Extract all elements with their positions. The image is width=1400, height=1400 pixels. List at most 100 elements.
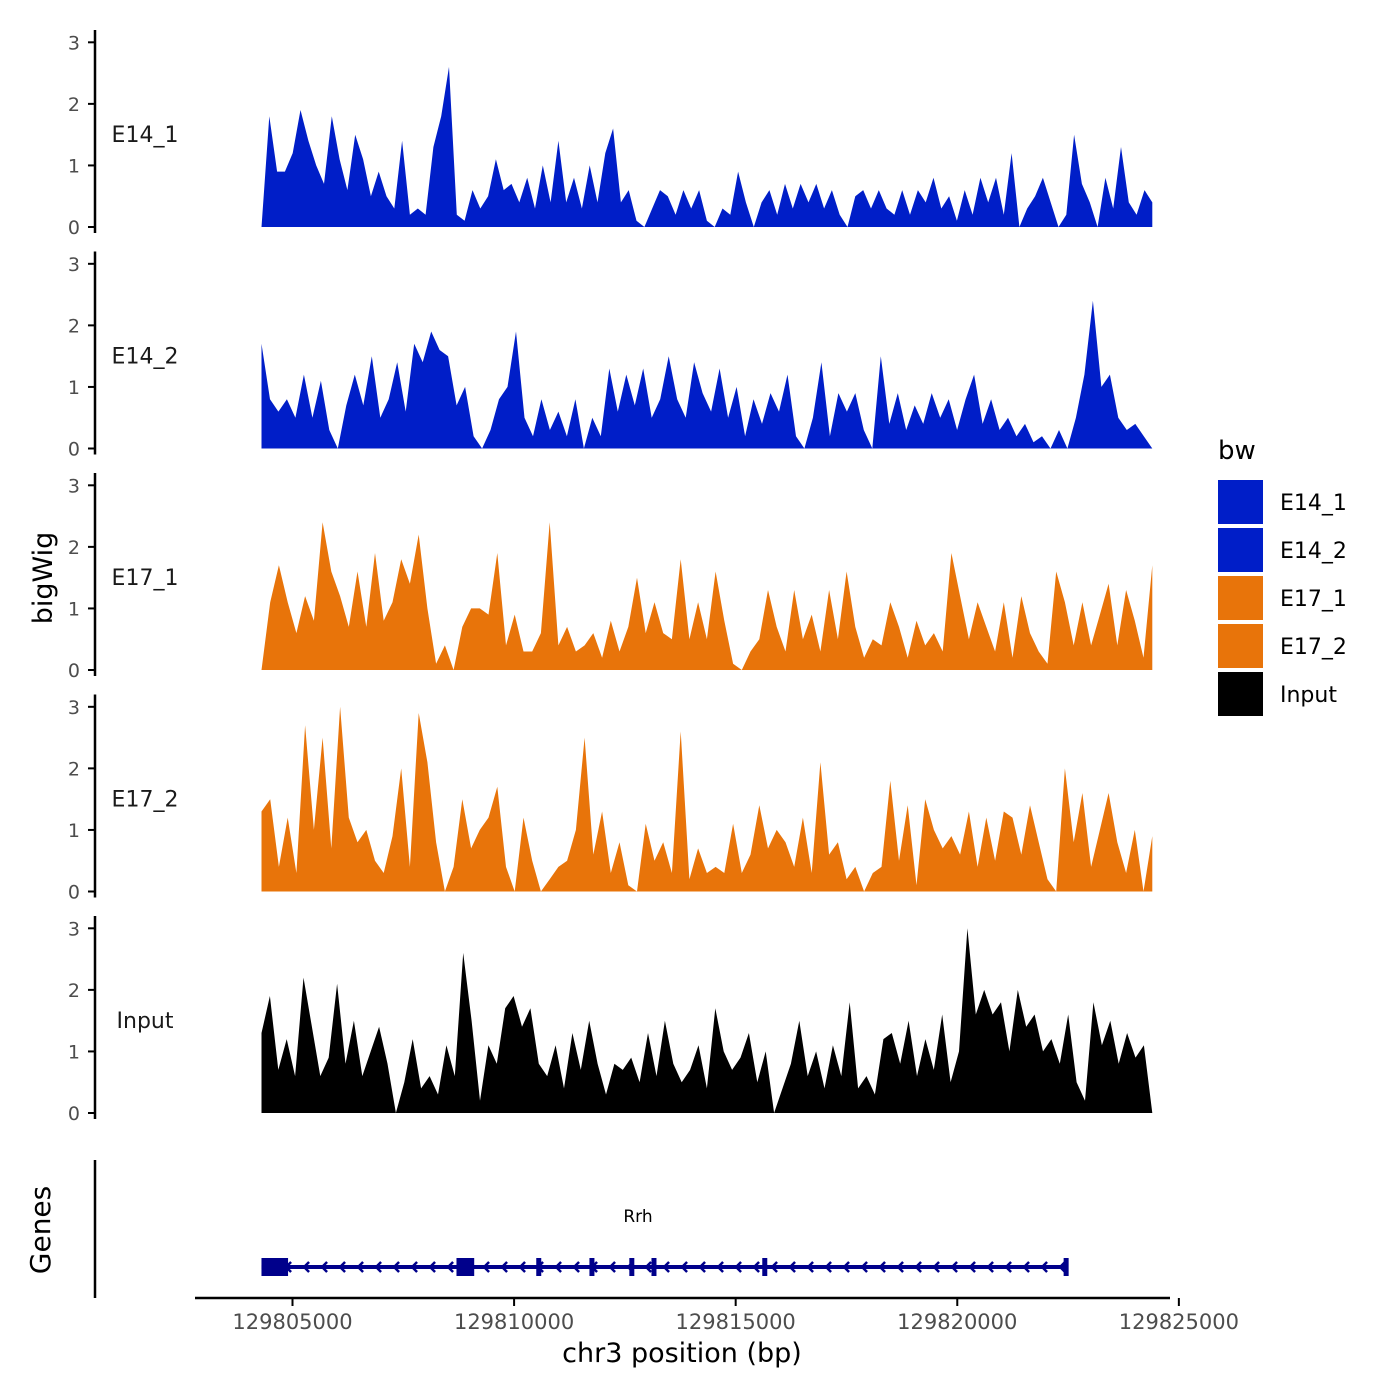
coverage-area-Input — [261, 928, 1153, 1113]
gene-exon — [589, 1258, 595, 1276]
track-label-E17_1: E17_1 — [112, 566, 179, 591]
y-tick-label: 0 — [68, 660, 80, 682]
strand-arrow — [968, 1261, 976, 1273]
legend-label-Input: Input — [1280, 683, 1337, 708]
y-tick-label: 2 — [68, 94, 80, 116]
coverage-area-E17_1 — [261, 522, 1153, 670]
strand-arrow — [896, 1261, 904, 1273]
strand-arrow — [842, 1261, 850, 1273]
y-axis-label: bigWig — [28, 532, 59, 625]
y-tick-label: 0 — [68, 1103, 80, 1125]
track-label-Input: Input — [117, 1009, 174, 1034]
strand-arrow — [752, 1261, 760, 1273]
strand-arrow — [446, 1261, 454, 1273]
y-tick-label: 3 — [68, 32, 80, 54]
strand-arrow — [860, 1261, 868, 1273]
track-panel-E14_2: 0 1 2 3 E14_2 — [68, 251, 1153, 461]
track-panel-E17_1: 0 1 2 3 E17_1 — [68, 473, 1153, 682]
legend-swatch-Input — [1218, 672, 1263, 716]
x-tick-label: 129810000 — [454, 1310, 574, 1334]
y-tick-label: 1 — [68, 155, 80, 177]
gene-name-label: Rrh — [623, 1207, 652, 1227]
gene-track: Genes Rrh — [24, 1160, 1069, 1298]
strand-arrow — [482, 1261, 490, 1273]
y-tick-label: 0 — [68, 217, 80, 239]
y-tick-label: 2 — [68, 537, 80, 559]
gene-track-ylabel: Genes — [24, 1186, 57, 1274]
strand-arrow — [914, 1261, 922, 1273]
gene-layer — [261, 1258, 1069, 1276]
track-panel-E17_2: 0 1 2 3 E17_2 — [68, 694, 1153, 904]
y-tick-label: 1 — [68, 820, 80, 842]
y-tick-label: 0 — [68, 439, 80, 461]
gene-exon — [1063, 1258, 1069, 1276]
strand-arrow — [518, 1261, 526, 1273]
track-panel-E14_1: 0 1 2 3 E14_1 — [68, 30, 1153, 239]
legend: bw E14_1 E14_2 E17_1 E17_2 Input — [1218, 436, 1347, 716]
gene-exon — [456, 1258, 475, 1276]
legend-swatch-E17_1 — [1218, 576, 1263, 620]
strand-arrow — [428, 1261, 436, 1273]
strand-arrow — [374, 1261, 382, 1273]
strand-arrow — [680, 1261, 688, 1273]
strand-arrow — [554, 1261, 562, 1273]
x-ticks-layer: 129805000 129810000 129815000 129820000 1298… — [232, 1298, 1239, 1334]
strand-arrow — [356, 1261, 364, 1273]
strand-arrow — [788, 1261, 796, 1273]
gene-exon — [651, 1258, 657, 1276]
x-tick-label: 129820000 — [897, 1310, 1017, 1334]
strand-arrow — [824, 1261, 832, 1273]
strand-arrow — [698, 1261, 706, 1273]
strand-arrow — [302, 1261, 310, 1273]
legend-swatch-E14_1 — [1218, 480, 1263, 524]
y-tick-label: 3 — [68, 918, 80, 940]
y-tick-label: 0 — [68, 882, 80, 904]
y-tick-label: 2 — [68, 315, 80, 337]
strand-arrow — [1022, 1261, 1030, 1273]
strand-arrow — [644, 1261, 652, 1273]
track-label-E17_2: E17_2 — [112, 788, 179, 813]
legend-entries: E14_1 E14_2 E17_1 E17_2 Input — [1218, 480, 1347, 716]
y-tick-label: 1 — [68, 377, 80, 399]
strand-arrow — [392, 1261, 400, 1273]
strand-arrow — [806, 1261, 814, 1273]
x-tick-label: 129815000 — [676, 1310, 796, 1334]
strand-arrow — [662, 1261, 670, 1273]
strand-arrow — [878, 1261, 886, 1273]
strand-arrow — [500, 1261, 508, 1273]
coverage-area-E17_2 — [261, 706, 1153, 892]
strand-arrow — [1040, 1261, 1048, 1273]
y-tick-label: 3 — [68, 697, 80, 719]
legend-label-E17_1: E17_1 — [1280, 587, 1347, 612]
strand-arrow — [320, 1261, 328, 1273]
legend-label-E14_2: E14_2 — [1280, 539, 1347, 564]
legend-label-E17_2: E17_2 — [1280, 635, 1347, 660]
gene-exon — [762, 1258, 768, 1276]
strand-arrow — [572, 1261, 580, 1273]
track-panel-Input: 0 1 2 3 Input — [68, 916, 1153, 1125]
track-label-E14_1: E14_1 — [112, 123, 179, 148]
y-tick-label: 3 — [68, 475, 80, 497]
x-tick-label: 129805000 — [232, 1310, 352, 1334]
y-tick-label: 2 — [68, 758, 80, 780]
legend-label-E14_1: E14_1 — [1280, 491, 1347, 516]
legend-title: bw — [1218, 436, 1256, 466]
y-tick-label: 1 — [68, 1041, 80, 1063]
strand-arrow — [1004, 1261, 1012, 1273]
strand-arrow — [338, 1261, 346, 1273]
strand-arrow — [1058, 1261, 1066, 1273]
legend-swatch-E14_2 — [1218, 528, 1263, 572]
x-tick-label: 129825000 — [1119, 1310, 1239, 1334]
legend-swatch-E17_2 — [1218, 624, 1263, 668]
strand-arrow — [608, 1261, 616, 1273]
strand-arrow — [932, 1261, 940, 1273]
strand-arrow — [950, 1261, 958, 1273]
coverage-area-E14_1 — [261, 66, 1153, 228]
tracks-layer: 0 1 2 3 E14_1 0 1 2 3 E14_2 0 1 2 3 E17_1 0 1 2 3 E17_2 0 1 2 3… — [68, 30, 1153, 1125]
strand-arrow — [986, 1261, 994, 1273]
strand-arrow — [410, 1261, 418, 1273]
x-axis-label: chr3 position (bp) — [562, 1338, 802, 1369]
y-tick-label: 2 — [68, 980, 80, 1002]
coverage-area-E14_2 — [261, 300, 1153, 449]
